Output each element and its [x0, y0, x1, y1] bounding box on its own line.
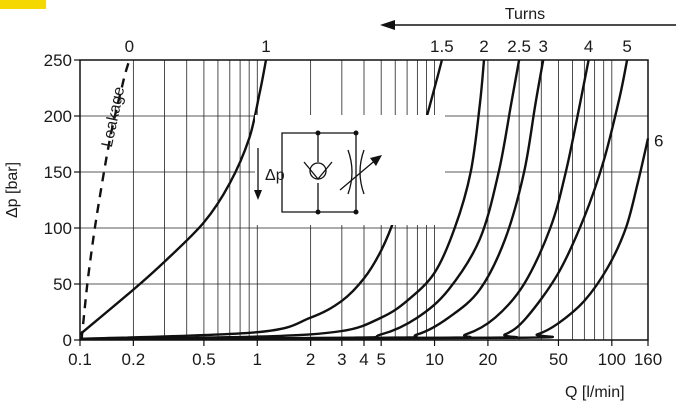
check-valve-seat — [303, 161, 333, 181]
x-tick-label: 0.1 — [68, 350, 92, 369]
turn-label: 0 — [125, 37, 134, 56]
turn-label: 1.5 — [430, 37, 454, 56]
plot-frame — [74, 59, 649, 346]
series-line-2 — [79, 59, 486, 341]
series-line-leakage — [80, 59, 131, 341]
x-tick-label: 1 — [253, 350, 262, 369]
y-tick-label: 250 — [44, 51, 72, 70]
series-line-1 — [79, 59, 268, 336]
x-tick-label: 5 — [376, 350, 385, 369]
adjust-arrow-line — [339, 157, 379, 191]
junction-dot — [315, 209, 321, 215]
x-tick-label: 20 — [478, 350, 497, 369]
turn-label: 4 — [584, 37, 593, 56]
leakage-label: Leakage — [99, 85, 128, 149]
adjust-arrowhead — [370, 155, 382, 166]
corner-tab — [0, 0, 46, 9]
x-tick-label: 0.2 — [122, 350, 146, 369]
throttle-arc-right — [359, 149, 365, 195]
junction-dot — [315, 130, 321, 136]
x-tick-label: 100 — [598, 350, 626, 369]
inset-line-right — [318, 132, 357, 213]
delta-p-arrowhead — [254, 190, 262, 200]
y-tick-label: 0 — [63, 331, 72, 350]
junction-dot — [353, 130, 359, 136]
turn-label: 6 — [654, 131, 663, 150]
x-tick-label: 50 — [549, 350, 568, 369]
valve-symbol: Δp — [254, 115, 445, 225]
delta-p-label: Δp — [265, 167, 285, 184]
inset-line-left — [281, 132, 318, 213]
y-tick-label: 200 — [44, 107, 72, 126]
x-tick-label: 10 — [425, 350, 444, 369]
y-tick-label: 50 — [53, 275, 72, 294]
turn-label: 2.5 — [507, 37, 531, 56]
junction-dot — [353, 209, 359, 215]
x-tick-label: 160 — [634, 350, 662, 369]
turn-label: 1 — [261, 37, 270, 56]
series-line-6 — [79, 138, 650, 341]
y-axis-label: Δp [bar] — [4, 162, 21, 218]
y-tick-label: 100 — [44, 219, 72, 238]
turns-axis-label: Turns — [505, 6, 545, 23]
x-tick-label: 3 — [337, 350, 346, 369]
turn-label: 3 — [538, 37, 547, 56]
x-tick-label: 2 — [306, 350, 315, 369]
turn-label: 2 — [479, 37, 488, 56]
x-axis-label: Q [l/min] — [565, 384, 625, 401]
y-tick-label: 150 — [44, 163, 72, 182]
turn-label: 5 — [622, 37, 631, 56]
labels: 0.1 0.2 0.5 1 2 3 4 5 10 20 50 100 16005010015020025… — [44, 20, 676, 369]
x-tick-label: 4 — [359, 350, 368, 369]
throttle-arc-left — [347, 149, 353, 195]
x-tick-label: 0.5 — [192, 350, 216, 369]
turns-arrowhead — [380, 20, 395, 30]
